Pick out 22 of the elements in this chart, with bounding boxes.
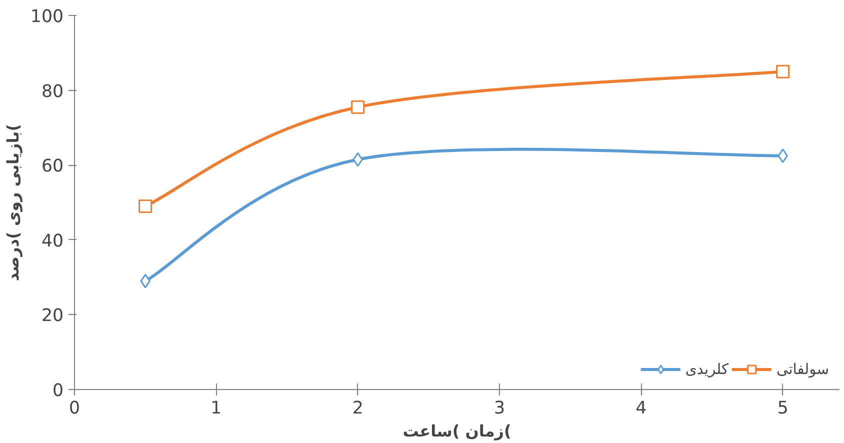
y-tick-label: 100 (30, 7, 64, 27)
x-tick-label: 5 (777, 398, 788, 418)
x-tick-label: 3 (494, 398, 506, 418)
point (351, 100, 365, 114)
x-tick-label: 2 (352, 398, 364, 418)
y-tick-label: 0 (52, 381, 64, 401)
point (352, 152, 363, 167)
legend-label: سولفاتی (776, 360, 829, 378)
legend-label: کلریدی (685, 360, 728, 378)
point (776, 64, 790, 78)
y-tick-label: 60 (41, 156, 64, 177)
y-tick-label: 40 (41, 231, 64, 252)
point (778, 148, 788, 163)
x-tick-label: 1 (210, 398, 222, 418)
y-tick-label: 20 (41, 306, 64, 326)
x-axis-title: زمان )ساعت( (402, 422, 512, 440)
x-tick-label: 4 (636, 398, 647, 418)
y-tick-label: 80 (41, 82, 64, 102)
point (140, 274, 150, 288)
y-axis-title: بازیابی روی )درصد( (3, 124, 22, 282)
x-tick-label: 0 (68, 398, 80, 418)
point (138, 199, 152, 213)
